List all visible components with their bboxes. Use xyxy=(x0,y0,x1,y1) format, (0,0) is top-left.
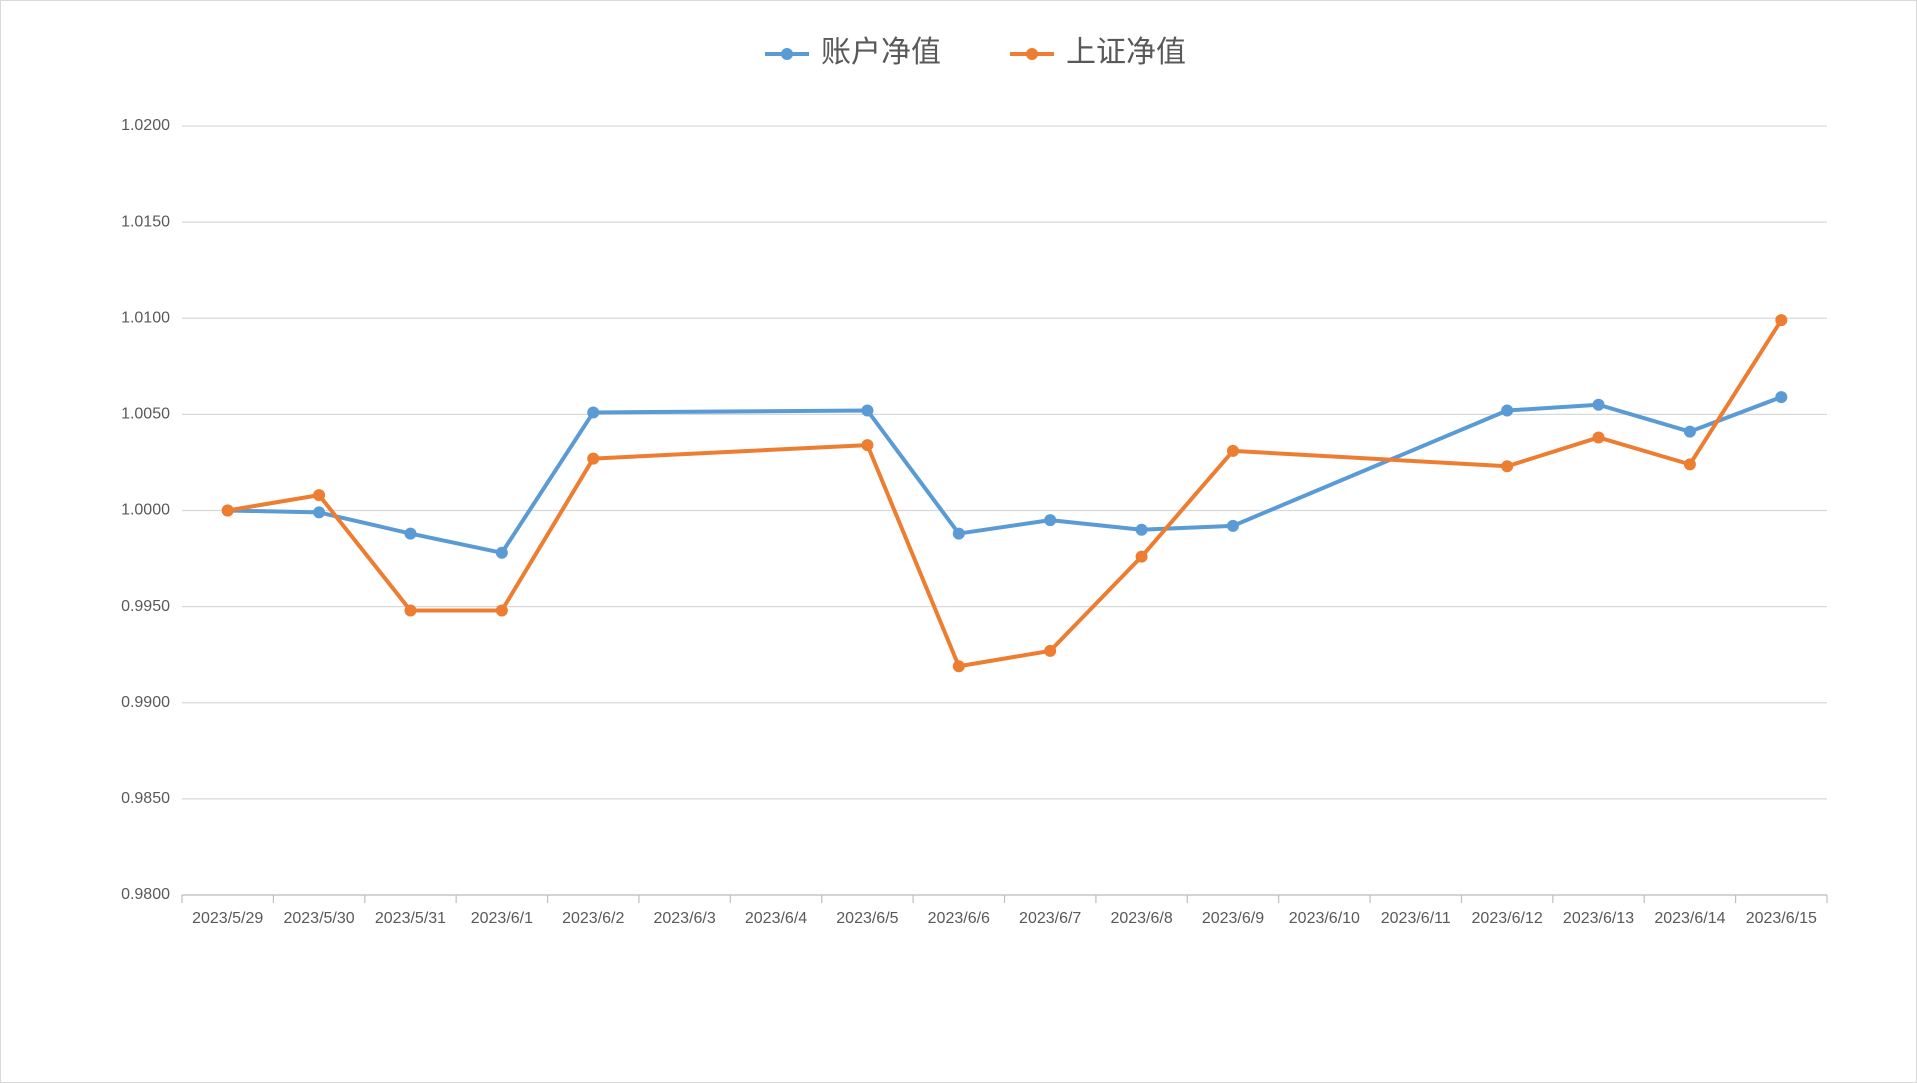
data-point xyxy=(1775,314,1788,327)
data-point xyxy=(1135,550,1148,563)
x-tick-label: 2023/6/5 xyxy=(836,910,898,927)
data-point xyxy=(1501,460,1514,473)
x-tick-label: 2023/6/15 xyxy=(1746,910,1817,927)
x-tick-label: 2023/6/6 xyxy=(928,910,990,927)
data-point xyxy=(495,546,508,559)
data-point xyxy=(1683,425,1696,438)
data-point xyxy=(952,527,965,540)
y-tick-label: 0.9900 xyxy=(121,694,170,711)
x-tick-label: 2023/5/30 xyxy=(283,910,354,927)
y-tick-label: 1.0200 xyxy=(121,117,170,134)
x-tick-label: 2023/6/13 xyxy=(1563,910,1634,927)
x-tick-label: 2023/6/10 xyxy=(1289,910,1360,927)
x-tick-label: 2023/6/14 xyxy=(1654,910,1725,927)
data-point xyxy=(1775,391,1788,404)
data-point xyxy=(404,604,417,617)
data-point xyxy=(313,506,326,519)
y-tick-label: 0.9850 xyxy=(121,790,170,807)
x-tick-label: 2023/6/11 xyxy=(1381,910,1451,927)
data-point xyxy=(861,439,874,452)
y-tick-label: 1.0000 xyxy=(121,502,170,519)
data-point xyxy=(861,404,874,417)
y-tick-label: 0.9950 xyxy=(121,598,170,615)
y-tick-label: 1.0150 xyxy=(121,213,170,230)
data-point xyxy=(1226,519,1239,532)
y-tick-label: 0.9800 xyxy=(121,886,170,903)
data-point xyxy=(587,406,600,419)
x-tick-label: 2023/6/3 xyxy=(653,910,715,927)
data-point xyxy=(952,660,965,673)
data-point xyxy=(313,489,326,502)
legend-label: 账户净值 xyxy=(821,36,941,69)
x-tick-label: 2023/6/7 xyxy=(1019,910,1081,927)
data-point xyxy=(221,504,234,517)
data-point xyxy=(1683,458,1696,471)
data-point xyxy=(1226,444,1239,457)
data-point xyxy=(1592,431,1605,444)
x-tick-label: 2023/6/12 xyxy=(1472,910,1543,927)
x-tick-label: 2023/6/9 xyxy=(1202,910,1264,927)
series-line xyxy=(227,395,1783,555)
x-tick-label: 2023/5/31 xyxy=(375,910,446,927)
legend-marker xyxy=(1026,48,1038,60)
y-tick-label: 1.0100 xyxy=(121,309,170,326)
data-point xyxy=(404,527,417,540)
x-tick-label: 2023/6/1 xyxy=(471,910,533,927)
legend-marker xyxy=(781,48,793,60)
data-point xyxy=(1135,523,1148,536)
data-point xyxy=(1592,398,1605,411)
y-tick-label: 1.0050 xyxy=(121,406,170,423)
legend-label: 上证净值 xyxy=(1066,36,1186,69)
x-tick-label: 2023/6/2 xyxy=(562,910,624,927)
x-tick-label: 2023/6/4 xyxy=(745,910,807,927)
x-tick-label: 2023/6/8 xyxy=(1110,910,1172,927)
x-tick-label: 2023/5/29 xyxy=(192,910,263,927)
data-point xyxy=(1044,514,1057,527)
series-line xyxy=(227,319,1783,669)
data-point xyxy=(1501,404,1514,417)
data-point xyxy=(1044,644,1057,657)
data-point xyxy=(495,604,508,617)
data-point xyxy=(587,452,600,465)
